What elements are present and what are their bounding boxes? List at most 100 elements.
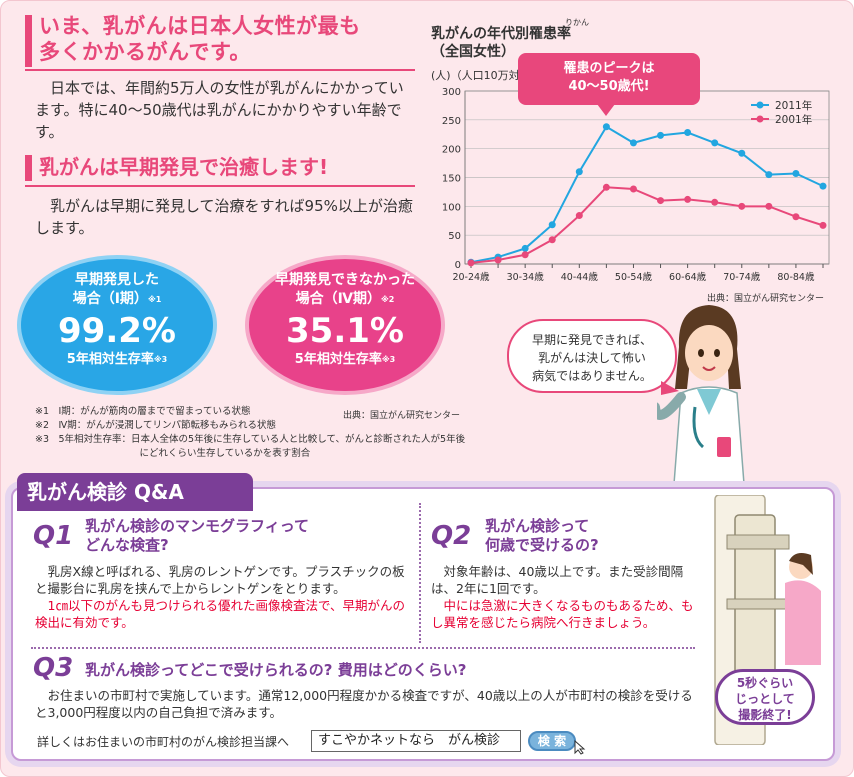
chart-unit: (人)（人口10万対) — [431, 69, 524, 82]
data-point — [521, 244, 529, 252]
data-point — [548, 236, 556, 244]
late-stage-title-line1: 早期発見できなかった — [275, 272, 415, 288]
data-point — [711, 139, 719, 147]
late-stage-rate-label: 5年相対生存率 — [294, 352, 382, 367]
data-point — [792, 169, 800, 177]
y-tick-label: 150 — [442, 174, 461, 185]
q1-label: Q1 — [33, 521, 74, 551]
early-stage-rate-label: 5年相対生存率 — [66, 352, 154, 367]
data-point — [548, 221, 556, 229]
heading-accent-bar — [25, 15, 32, 67]
q2-title-line2: 何歳で受けるの? — [485, 536, 599, 554]
footnote-2: ※2 Ⅳ期：がんが浸潤してリンパ節転移もみられる状態 — [35, 420, 276, 431]
early-stage-rate-note: ※3 — [153, 355, 168, 364]
x-tick-label: 30-34歳 — [507, 271, 545, 283]
peak-callout-pointer — [597, 104, 615, 116]
search-button[interactable]: 検 索 — [528, 731, 576, 751]
late-stage-rate: 35.1% — [286, 311, 404, 351]
data-point — [467, 259, 475, 267]
speech-bubble-tail — [661, 381, 679, 395]
q1-answer-highlight: 1㎝以下のがんも見つけられる優れた画像検査法で、早期がんの検出に有効です。 — [35, 598, 405, 630]
q1-title-line2: どんな検査? — [85, 536, 169, 554]
legend-marker — [756, 115, 764, 123]
peak-callout-line1: 罹患のピークは — [563, 61, 655, 76]
q1-answer: 乳房X線と呼ばれる、乳房のレントゲンです。プラスチックの板と撮影台に乳房を挟んで… — [35, 563, 413, 631]
shoot-time-badge: 5秒ぐらい じっとして 撮影終了! — [715, 669, 815, 725]
late-stage-rate-note: ※3 — [381, 355, 396, 364]
peak-callout: 罹患のピークは 40〜50歳代! — [518, 53, 700, 105]
chart-source: 出典：国立がん研究センター — [707, 294, 825, 304]
q3-title: 乳がん検診ってどこで受けられるの? 費用はどのくらい? — [85, 661, 467, 679]
badge-line1: 5秒ぐらい — [736, 676, 794, 690]
q2-answer-highlight: 中には急激に大きくなるものもあるため、もし異常を感じたら病院へ行きましょう。 — [431, 598, 694, 630]
badge-line3: 撮影終了! — [738, 708, 792, 722]
data-point — [765, 202, 773, 210]
doctor-illustration — [657, 305, 746, 497]
q3-answer: お住まいの市町村で実施しています。通常12,000円程度かかる検査ですが、40歳… — [35, 688, 693, 720]
q2-answer-text: 対象年齢は、40歳以上です。また受診間隔は、2年に1回です。 — [431, 564, 684, 596]
data-point — [657, 197, 665, 205]
chart-title-line1: 乳がんの年代別罹患率 — [431, 26, 571, 42]
data-point — [684, 129, 692, 137]
series-line-2011年 — [470, 125, 824, 264]
data-point — [819, 221, 827, 229]
q2-label: Q2 — [431, 521, 472, 551]
doctor-speech-bubble: 早期に発見できれば、 乳がんは決して怖い 病気ではありません。 — [507, 319, 677, 393]
intro-paragraph: 日本では、年間約5万人の女性が乳がんにかかっています。特に40〜50歳代は乳がん… — [35, 79, 404, 141]
y-tick-label: 250 — [442, 116, 461, 127]
data-point — [738, 149, 746, 157]
x-tick-label: 60-64歳 — [669, 271, 707, 283]
late-stage-note: ※2 — [381, 295, 395, 304]
q1-title: 乳がん検診のマンモグラフィって どんな検査? — [85, 517, 309, 555]
footnote-1: ※1 Ⅰ期：がんが筋肉の層までで留まっている状態 — [35, 406, 251, 417]
footnotes: ※1 Ⅰ期：がんが筋肉の層までで留まっている状態 ※2 Ⅳ期：がんが浸潤してリン… — [35, 405, 555, 461]
data-point — [711, 198, 719, 206]
q2-title-line1: 乳がん検診って — [485, 517, 590, 535]
q2-title: 乳がん検診って 何歳で受けるの? — [485, 517, 599, 555]
y-tick-label: 50 — [448, 231, 461, 242]
subheading-accent-bar — [25, 155, 32, 181]
main-heading: いま、乳がんは日本人女性が最も 多くかかるがんです。 — [25, 13, 415, 65]
data-point — [521, 251, 529, 259]
q1-title-line1: 乳がん検診のマンモグラフィって — [85, 517, 309, 535]
badge-line2: じっとして — [735, 692, 795, 706]
chart-title: 乳がんの年代別罹患率 （全国女性） — [431, 25, 571, 61]
early-stage-title-line1: 早期発見した — [75, 272, 159, 288]
data-point — [792, 213, 800, 221]
footnote-3: ※3 5年相対生存率：日本人全体の5年後に生存している人と比較して、がんと診断さ… — [35, 434, 466, 445]
data-point — [494, 256, 502, 264]
data-point — [602, 123, 610, 131]
series-line-2001年 — [470, 186, 824, 264]
x-tick-label: 70-74歳 — [723, 271, 761, 283]
data-point — [575, 168, 583, 176]
early-stage-survival-circle: 早期発見した 場合（Ⅰ期）※1 99.2% 5年相対生存率※3 — [17, 255, 217, 395]
data-point — [575, 212, 583, 220]
late-stage-title-line2: 場合（Ⅳ期） — [295, 291, 382, 307]
incidence-chart-svg: 0 50 100 150 200 250 300 20-24歳 30-34歳 40-44歳 50-5… — [442, 87, 830, 283]
legend-label: 2001年 — [775, 113, 812, 126]
subheading-underline — [25, 185, 415, 187]
search-keyword-box[interactable]: すこやかネットなら がん検診 — [311, 730, 521, 752]
y-tick-label: 100 — [442, 202, 461, 213]
early-stage-rate: 99.2% — [58, 311, 176, 351]
early-detection-heading: 乳がんは早期発見で治癒します! — [39, 155, 329, 179]
main-heading-line2: 多くかかるがんです。 — [39, 40, 251, 64]
early-stage-note: ※1 — [147, 295, 162, 304]
data-point — [657, 131, 665, 139]
x-tick-label: 50-54歳 — [615, 271, 653, 283]
qa-vertical-divider — [419, 503, 421, 643]
data-point — [602, 183, 610, 191]
q3-label: Q3 — [33, 653, 74, 683]
survival-source: 出典：国立がん研究センター — [343, 411, 461, 421]
early-stage-title: 早期発見した 場合（Ⅰ期）※1 — [21, 271, 213, 309]
data-point — [629, 185, 637, 193]
cursor-icon — [574, 739, 586, 755]
data-point — [738, 202, 746, 210]
footnote-3-cont: にどれくらい生存しているかを表す割合 — [35, 448, 311, 459]
chart-title-line2: （全国女性） — [431, 44, 515, 60]
incidence-chart: りかん 乳がんの年代別罹患率 （全国女性） (人)（人口10万対) 0 50 100… — [431, 11, 843, 311]
more-info-text: 詳しくはお住まいの市町村のがん検診担当課へ — [37, 735, 290, 749]
speech-line2: 乳がんは決して怖い — [538, 351, 646, 365]
x-tick-label: 80-84歳 — [777, 271, 815, 283]
